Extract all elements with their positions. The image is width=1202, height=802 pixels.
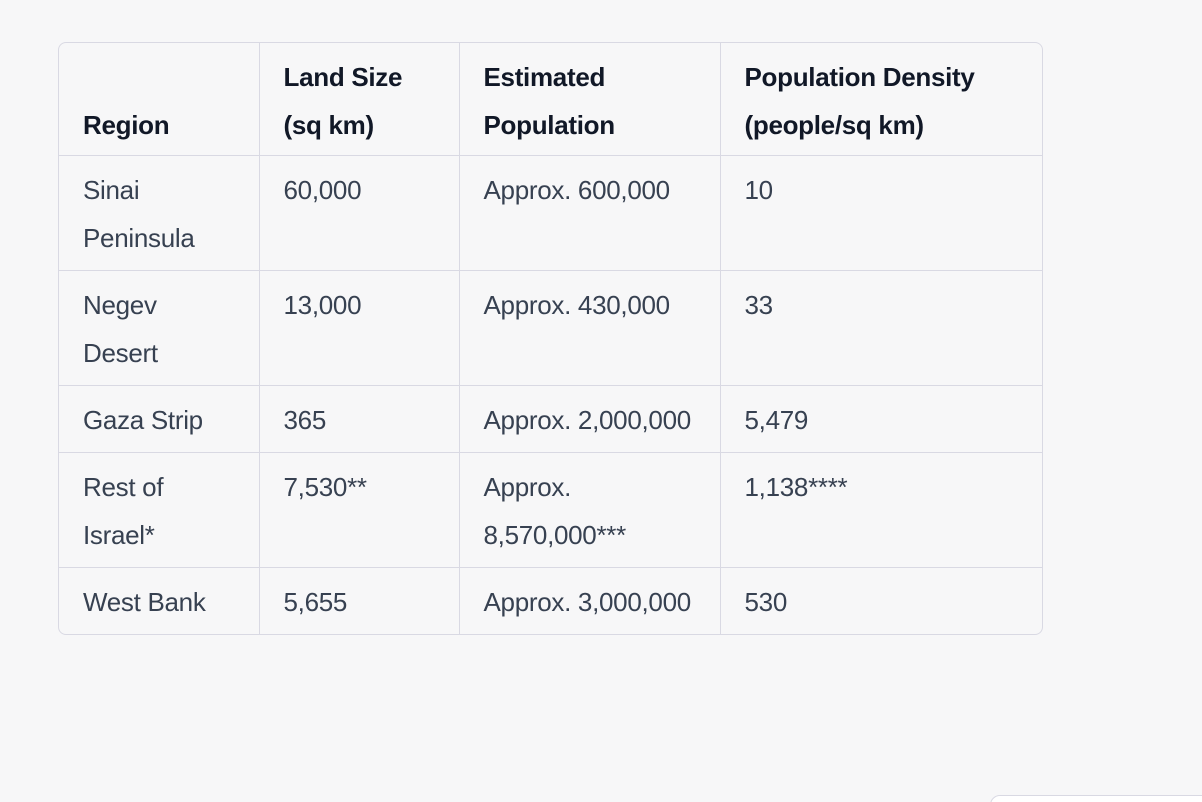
cell-region: Rest of Israel* (59, 452, 260, 568)
header-estimated-population: Estimated Population (459, 43, 721, 156)
bottom-floating-control[interactable] (990, 795, 1202, 802)
header-region: Region (59, 43, 260, 156)
region-population-table: Region Land Size (sq km) Estimated Popul… (59, 43, 1042, 634)
cell-land-size: 365 (259, 385, 460, 453)
cell-land-size: 60,000 (259, 155, 460, 271)
cell-density: 10 (720, 155, 1042, 271)
table-row: Sinai Peninsula 60,000 Approx. 600,000 1… (59, 155, 1042, 271)
table-row: West Bank 5,655 Approx. 3,000,000 530 (59, 567, 1042, 634)
cell-land-size: 7,530** (259, 452, 460, 568)
data-table-container: Region Land Size (sq km) Estimated Popul… (58, 42, 1043, 635)
table-header-row: Region Land Size (sq km) Estimated Popul… (59, 43, 1042, 156)
cell-density: 530 (744, 587, 788, 617)
cell-population: Approx. 430,000 (459, 270, 721, 386)
cell-density: 5,479 (720, 385, 1042, 453)
cell-population: Approx. 2,000,000 (459, 385, 721, 453)
table-row: Negev Desert 13,000 Approx. 430,000 33 (59, 270, 1042, 386)
cell-land-size: 5,655 (259, 567, 460, 634)
cell-region: Sinai Peninsula (59, 155, 260, 271)
cell-population: Approx. 600,000 (459, 155, 721, 271)
cell-region: Gaza Strip (59, 385, 260, 453)
table-row: Gaza Strip 365 Approx. 2,000,000 5,479 (59, 385, 1042, 453)
cell-region: West Bank (59, 567, 260, 634)
cell-density: 33 (720, 270, 1042, 386)
table-row: Rest of Israel* 7,530** Approx. 8,570,00… (59, 452, 1042, 568)
header-population-density: Population Density (people/sq km) (720, 43, 1042, 156)
cell-population: Approx. 3,000,000 (459, 567, 721, 634)
cell-region: Negev Desert (59, 270, 260, 386)
cell-land-size: 13,000 (259, 270, 460, 386)
cell-density: 1,138**** (720, 452, 1042, 568)
cell-population: Approx. 8,570,000*** (459, 452, 721, 568)
header-land-size: Land Size (sq km) (259, 43, 460, 156)
